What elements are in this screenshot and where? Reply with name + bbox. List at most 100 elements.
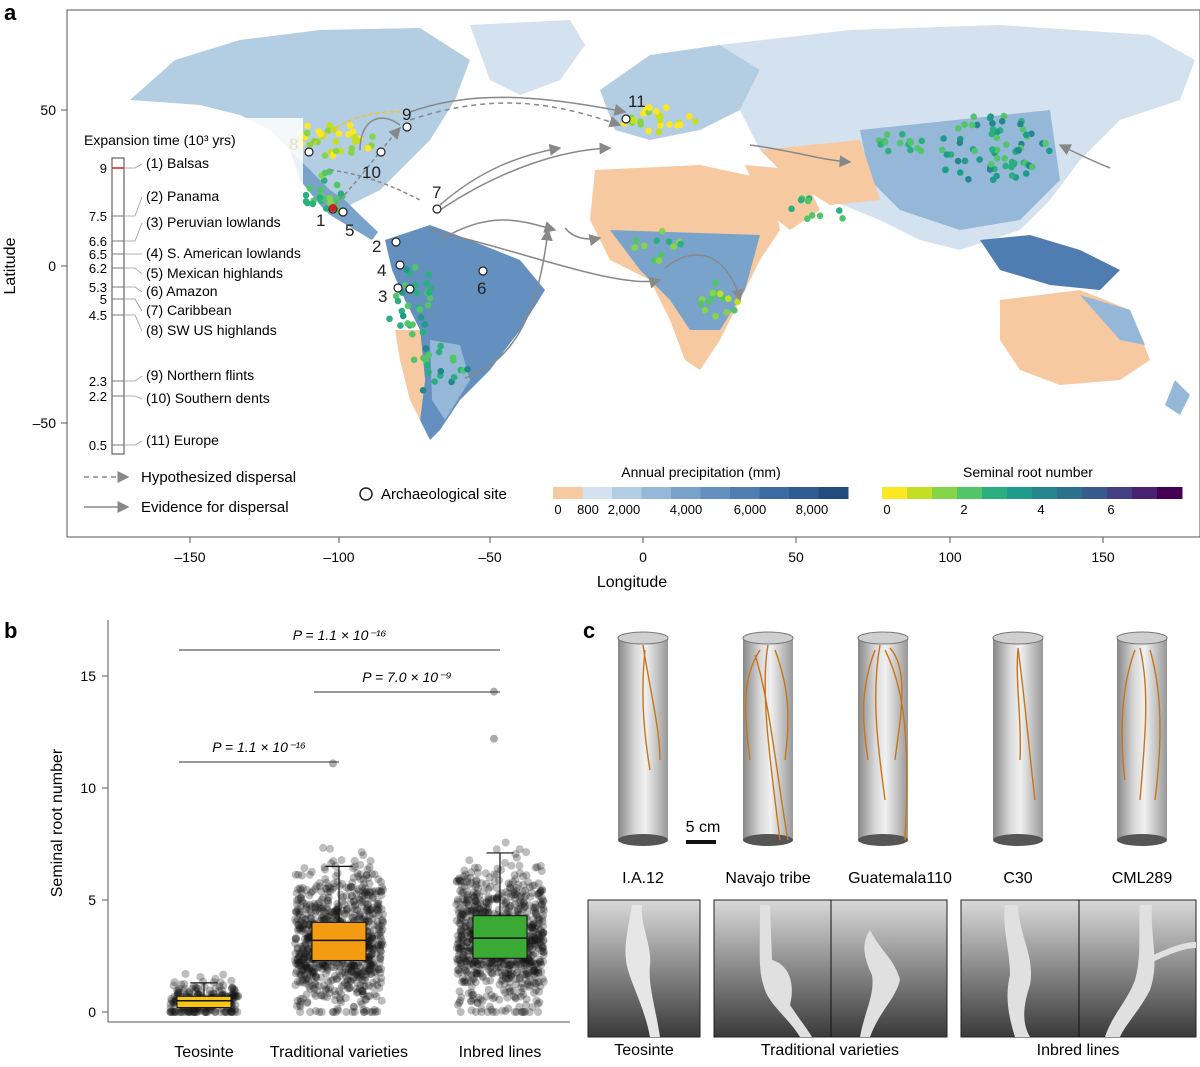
boxplot-jitter-point <box>366 951 375 960</box>
boxplot-jitter-point <box>516 992 525 1001</box>
boxplot-jitter-point <box>300 953 309 962</box>
boxplot-jitter-point <box>356 973 365 982</box>
root-number-point <box>302 191 310 199</box>
boxplot-jitter-point <box>475 905 484 914</box>
root-number-point <box>332 138 340 145</box>
boxplot-jitter-point <box>455 947 464 956</box>
boxplot-jitter-point <box>377 927 386 936</box>
boxplot-jitter-point <box>531 949 540 958</box>
significance-label: P = 1.1 × 10⁻¹⁶ <box>212 739 306 755</box>
boxplot-jitter-point <box>498 971 507 980</box>
boxplot-jitter-point <box>300 949 309 958</box>
boxplot-jitter-point <box>342 905 351 913</box>
boxplot-jitter-point <box>455 987 464 996</box>
boxplot-jitter-point <box>295 978 304 987</box>
boxplot-jitter-point <box>295 958 304 967</box>
boxplot-jitter-point <box>486 963 495 972</box>
boxplot-jitter-point <box>473 999 482 1007</box>
boxplot-jitter-point <box>231 1005 240 1014</box>
boxplot-jitter-point <box>534 966 543 975</box>
root-tube-bottom <box>1117 834 1167 846</box>
boxplot-jitter-point <box>525 883 534 892</box>
boxplot-jitter-point <box>518 979 527 988</box>
boxplot-jitter-point <box>527 951 536 960</box>
boxplot-jitter-point <box>365 941 374 950</box>
boxplot-jitter-point <box>456 912 465 920</box>
boxplot-jitter-point <box>521 1008 530 1016</box>
boxplot-jitter-point <box>510 871 519 880</box>
boxplot-jitter-point <box>375 923 384 932</box>
boxplot-jitter-point <box>292 934 300 943</box>
boxplot-jitter-point <box>459 877 468 886</box>
boxplot-jitter-point <box>226 1007 235 1016</box>
boxplot-jitter-point <box>455 956 464 965</box>
boxplot-jitter-point <box>378 916 386 924</box>
root-number-point <box>1019 125 1027 133</box>
boxplot-jitter-point <box>534 923 543 932</box>
boxplot-jitter-point <box>331 990 340 999</box>
map-ytick: 50 <box>40 102 56 118</box>
boxplot-jitter-point <box>331 910 340 919</box>
site-label-5: 5 <box>345 221 354 240</box>
boxplot-jitter-point <box>462 942 471 951</box>
root-number-point <box>450 374 458 381</box>
boxplot-jitter-point <box>518 971 527 979</box>
region-label: (6) Amazon <box>146 283 218 299</box>
root-tube-top <box>992 631 1044 645</box>
map-ytick: –50 <box>33 415 57 431</box>
boxplot-jitter-point <box>303 998 312 1007</box>
boxplot-jitter-point <box>310 979 319 987</box>
ct-group-label: Inbred lines <box>1037 1042 1120 1059</box>
boxplot-jitter-point <box>539 928 548 937</box>
boxplot-jitter-point <box>368 887 377 896</box>
boxplot-jitter-point <box>296 901 305 910</box>
root-number-point <box>788 205 795 213</box>
region-label: (1) Balsas <box>146 155 209 171</box>
boxplot-jitter-point <box>335 993 344 1002</box>
boxplot-jitter-point <box>453 895 462 904</box>
boxplot-jitter-point <box>330 908 339 917</box>
boxplot-jitter-point <box>533 890 542 899</box>
boxplot-jitter-point <box>538 885 546 894</box>
boxplot-jitter-point <box>519 990 528 999</box>
boxplot-jitter-point <box>331 996 339 1005</box>
boxplot-jitter-point <box>465 856 474 865</box>
boxplot-jitter-point <box>473 868 482 877</box>
precip-tick-0: 0 <box>554 502 561 517</box>
boxplot-jitter-point <box>539 897 548 906</box>
boxplot-jitter-point <box>347 892 356 901</box>
boxplot-jitter-point <box>371 968 380 977</box>
boxplot-jitter-point <box>293 955 302 964</box>
boxplot-jitter-point <box>503 993 512 1002</box>
precip-color-cell <box>612 487 642 499</box>
boxplot-jitter-point <box>463 895 472 904</box>
boxplot-jitter-point <box>293 1002 301 1011</box>
boxplot-jitter-point <box>527 935 536 944</box>
root-trace <box>774 649 789 761</box>
boxplot-jitter-point <box>352 890 361 898</box>
boxplot-jitter-point <box>498 975 507 984</box>
root-trace <box>1149 649 1161 801</box>
boxplot-jitter-point <box>297 926 306 935</box>
boxplot-jitter-point <box>173 986 182 995</box>
boxplot-jitter-point <box>323 964 332 973</box>
boxplot-jitter-point <box>512 853 521 862</box>
archaeological-legend-marker <box>359 487 373 501</box>
boxplot-jitter-point <box>367 962 375 971</box>
boxplot-jitter-point <box>338 968 347 977</box>
boxplot-jitter-point <box>378 937 387 946</box>
boxplot-jitter-point <box>294 924 303 933</box>
boxplot-jitter-point <box>495 876 503 885</box>
boxplot-jitter-point <box>362 1006 371 1015</box>
root-number-point <box>403 266 411 274</box>
boxplot-jitter-point <box>527 958 536 967</box>
boxplot-jitter-point <box>539 929 548 937</box>
boxplot-jitter-point <box>350 897 358 906</box>
boxplot-jitter-point <box>377 965 386 973</box>
boxplot-jitter-point <box>201 1008 209 1016</box>
boxplot-jitter-point <box>304 975 313 983</box>
boxplot-jitter-point <box>216 978 225 987</box>
boxplot-jitter-point <box>535 933 544 942</box>
boxplot-jitter-point <box>301 975 310 984</box>
boxplot-jitter-point <box>530 966 539 975</box>
